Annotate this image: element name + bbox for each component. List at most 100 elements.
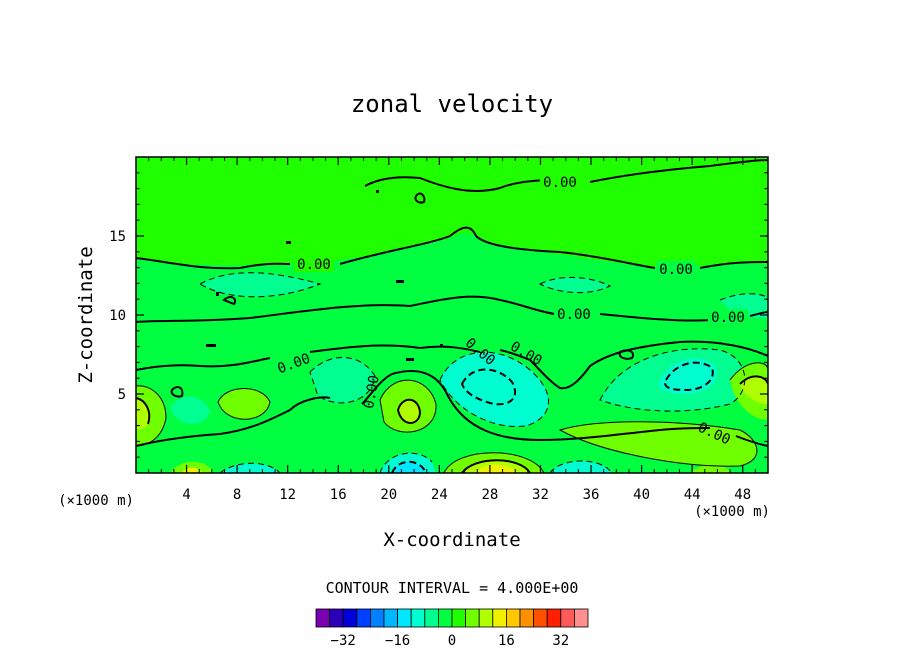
zero-contour-line xyxy=(414,192,426,204)
colorbar-swatch xyxy=(465,608,480,628)
x-tick-label: 12 xyxy=(279,487,296,503)
plot-area xyxy=(136,157,768,473)
contour-label-bg xyxy=(540,174,580,190)
colorbar-swatch xyxy=(342,608,358,628)
colorbar-swatch xyxy=(369,608,385,628)
strong-positive-contours xyxy=(136,375,768,473)
colorbar-swatch xyxy=(519,608,535,628)
colorbar-tick-label: −32 xyxy=(331,633,356,649)
colorbar-swatch xyxy=(410,608,426,628)
negative-contour-line xyxy=(664,361,714,392)
x-unit-right: (×1000 m) xyxy=(694,504,770,520)
y-axis: 5 10 15 xyxy=(109,172,768,458)
colorbar-swatch xyxy=(560,608,575,628)
x-tick-label: 4 xyxy=(182,487,190,503)
colorbar-swatch xyxy=(397,608,412,628)
negative-contour-line xyxy=(379,452,433,473)
y-tick-label: 15 xyxy=(109,229,126,245)
colorbar-swatch xyxy=(492,608,507,628)
positive-region xyxy=(398,399,420,423)
x-tick-label: 32 xyxy=(532,487,549,503)
x-tick-label: 28 xyxy=(481,487,498,503)
positive-contour-line xyxy=(396,398,422,424)
zero-contour-line xyxy=(136,340,768,390)
speckle xyxy=(286,241,291,244)
contour-label-bg xyxy=(656,261,696,277)
weak-negative-region xyxy=(310,357,375,403)
zero-contour-line xyxy=(618,349,634,360)
zero-contours xyxy=(136,159,768,447)
colorbar-tick-label: −16 xyxy=(385,633,410,649)
y-tick-label: 10 xyxy=(109,308,126,324)
weak-positive-region xyxy=(218,388,270,420)
negative-contour-line xyxy=(599,348,746,412)
colorbar-tick-label: 32 xyxy=(552,633,569,649)
zero-contour-line xyxy=(136,226,768,270)
colorbar-swatch xyxy=(451,608,467,628)
positive-contour-line xyxy=(739,375,768,385)
negative-contour-line xyxy=(309,357,376,404)
negative-contour-line xyxy=(198,272,322,298)
contour-label: 0.00 xyxy=(659,262,693,278)
positive-contour-line xyxy=(136,397,151,425)
x-tick-label: 48 xyxy=(734,487,751,503)
positive-contour-line xyxy=(461,459,531,473)
weak-positive-region xyxy=(690,464,732,473)
colorbar: −32 −16 0 16 32 xyxy=(315,608,589,649)
contour-label-bg xyxy=(554,306,594,322)
weak-negative-region xyxy=(540,277,610,293)
x-tick-label: 16 xyxy=(330,487,347,503)
weak-negative-region xyxy=(200,272,320,297)
negative-region xyxy=(220,463,280,473)
weak-positive-region xyxy=(560,421,757,467)
speckle xyxy=(376,190,379,193)
strong-positive-region xyxy=(476,464,516,473)
speckle xyxy=(396,280,404,283)
positive-contours xyxy=(136,362,768,473)
y-tick-label: 5 xyxy=(118,387,126,403)
weak-positive-region xyxy=(170,461,214,473)
y-axis-title: Z-coordinate xyxy=(75,246,97,383)
colorbar-swatch xyxy=(437,608,453,628)
colorbar-swatch xyxy=(424,608,439,628)
positive-contour-line xyxy=(136,385,167,447)
speckle xyxy=(440,344,443,347)
contour-label: 0.00 xyxy=(543,175,577,191)
x-unit-left: (×1000 m) xyxy=(58,493,134,509)
negative-contour-line xyxy=(719,293,768,301)
colorbar-swatch xyxy=(478,608,494,628)
negative-contour-line xyxy=(549,460,613,473)
contour-label: 0.00 xyxy=(711,310,745,326)
weak-negative-region xyxy=(720,293,768,319)
contour-interval-label: CONTOUR INTERVAL = 4.000E+00 xyxy=(326,579,579,597)
x-tick-label: 8 xyxy=(233,487,241,503)
negative-region xyxy=(440,352,549,427)
negative-region xyxy=(659,358,717,394)
x-tick-label: 44 xyxy=(684,487,701,503)
positive-contour-line xyxy=(558,421,758,467)
weak-negative-region xyxy=(170,396,210,424)
contour-label: 0.00 xyxy=(297,257,331,273)
positive-contour-line xyxy=(443,452,545,473)
strong-negative-contours xyxy=(391,361,714,473)
x-tick-label: 40 xyxy=(633,487,650,503)
zero-contour-line xyxy=(364,159,768,192)
positive-contour-line xyxy=(217,388,271,420)
speckle xyxy=(406,358,414,361)
contour-label-bg xyxy=(708,309,748,325)
contour-label: 0.00 xyxy=(557,307,591,323)
colorbar-tick-label: 16 xyxy=(498,633,515,649)
contour-label: 0.00 xyxy=(361,374,383,410)
colorbar-swatch xyxy=(329,608,344,628)
colorbar-swatch xyxy=(315,608,331,628)
negative-contour-line xyxy=(391,460,427,473)
colorbar-swatch xyxy=(533,608,548,628)
zero-contour-line xyxy=(735,435,768,447)
colorbar-tick-label: 0 xyxy=(448,633,456,649)
negative-contour-line xyxy=(439,351,549,428)
chart-title: zonal velocity xyxy=(351,90,553,118)
lower-band-region xyxy=(136,233,768,473)
positive-contour-line xyxy=(379,379,437,433)
x-tick-label: 36 xyxy=(583,487,600,503)
